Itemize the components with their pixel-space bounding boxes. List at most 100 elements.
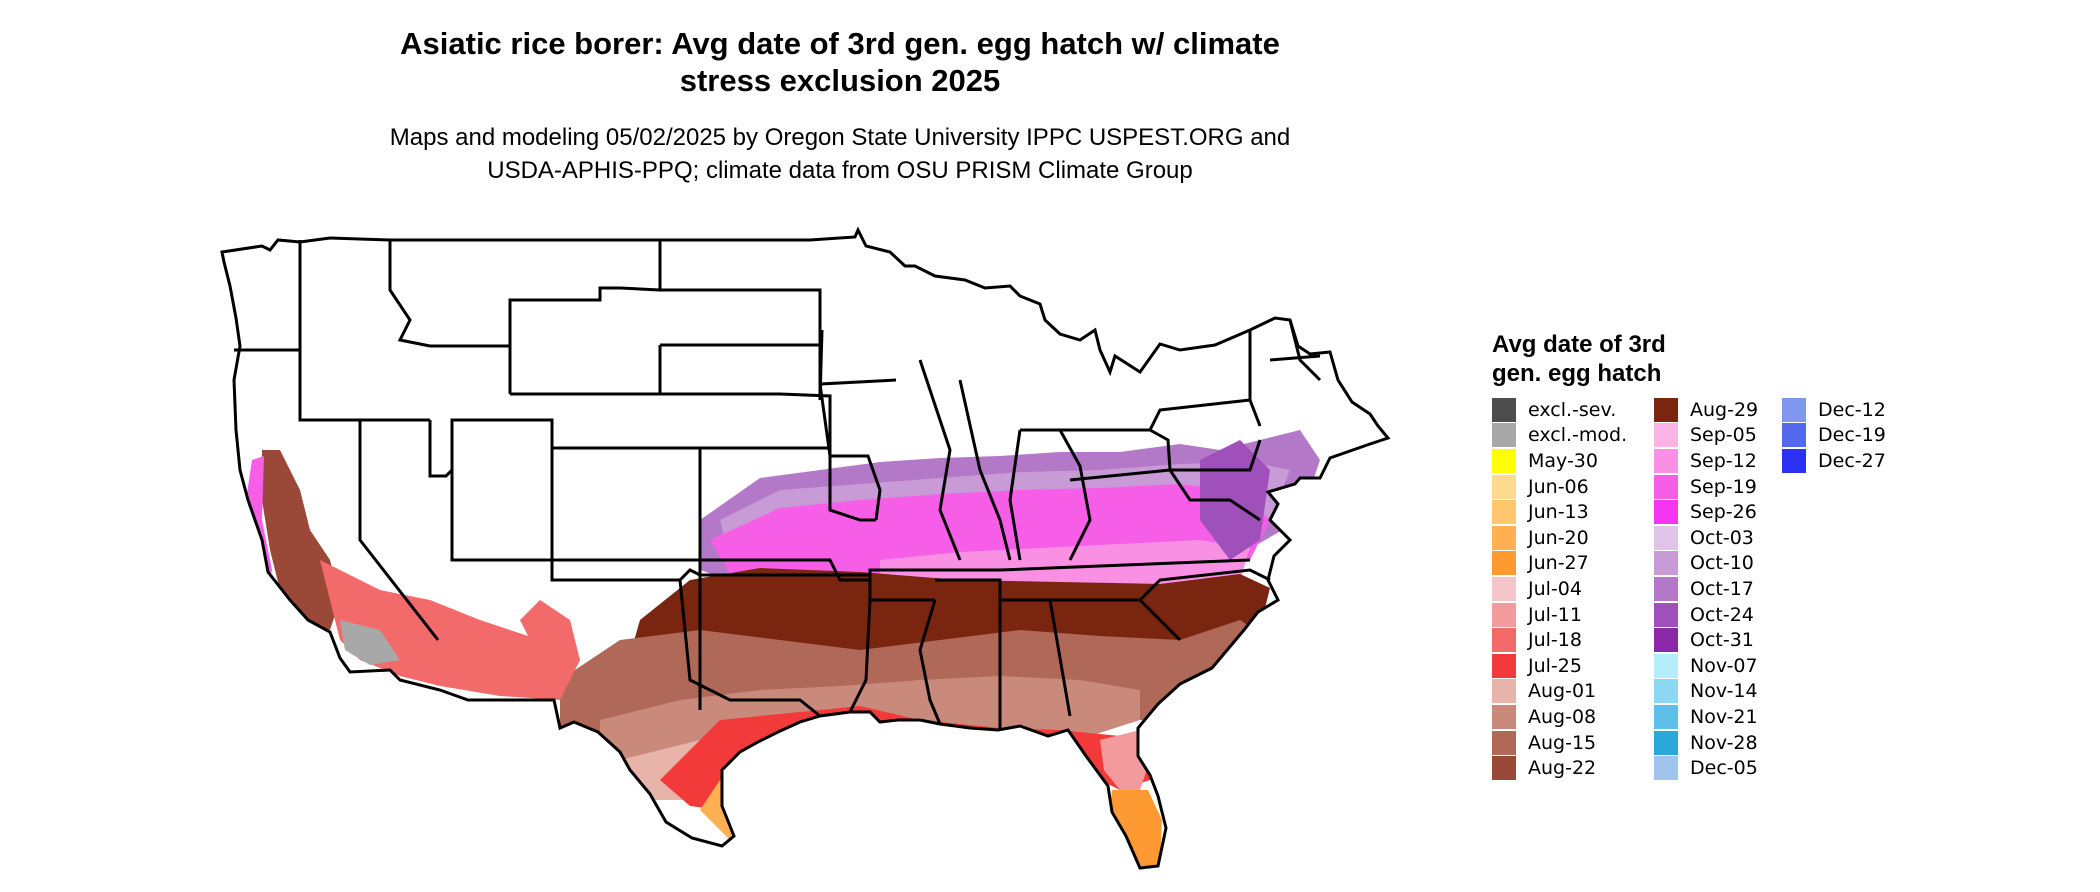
legend-swatch <box>1654 474 1678 499</box>
legend-swatch <box>1492 525 1516 550</box>
legend-title-line-2: gen. egg hatch <box>1492 360 1662 387</box>
legend-item: excl.-sev. <box>1492 397 1627 423</box>
legend-swatch <box>1654 704 1678 729</box>
legend-swatch <box>1492 628 1516 653</box>
legend-label: Oct-31 <box>1690 629 1754 652</box>
legend-label: Nov-07 <box>1690 654 1758 677</box>
legend-swatch <box>1654 756 1678 781</box>
legend-label: Jun-27 <box>1528 552 1589 575</box>
legend-swatch <box>1654 423 1678 448</box>
legend-swatch <box>1654 448 1678 473</box>
legend-item: Sep-12 <box>1654 448 1758 474</box>
legend-label: Jul-11 <box>1528 603 1582 626</box>
legend-item: Oct-24 <box>1654 602 1758 628</box>
map-title-line-1: Asiatic rice borer: Avg date of 3rd gen.… <box>400 26 1280 61</box>
legend-item: Jul-18 <box>1492 627 1627 653</box>
legend-title-line-1: Avg date of 3rd <box>1492 331 1666 358</box>
legend-swatch <box>1654 730 1678 755</box>
legend-label: Nov-28 <box>1690 731 1758 754</box>
legend-swatch <box>1782 397 1806 422</box>
legend-label: Nov-21 <box>1690 705 1758 728</box>
legend-label: Sep-12 <box>1690 449 1757 472</box>
legend-item: Aug-08 <box>1492 704 1627 730</box>
legend-item: Oct-03 <box>1654 525 1758 551</box>
legend-label: Oct-10 <box>1690 552 1754 575</box>
legend-item: Nov-21 <box>1654 704 1758 730</box>
legend-swatch <box>1654 628 1678 653</box>
zone-southwest <box>320 560 580 700</box>
legend-label: Jun-20 <box>1528 526 1589 549</box>
legend-label: Dec-19 <box>1818 424 1886 447</box>
legend-item: Dec-27 <box>1782 448 1886 474</box>
legend-item: Dec-19 <box>1782 423 1886 449</box>
legend-label: May-30 <box>1528 449 1598 472</box>
map-subtitle-line-2: USDA-APHIS-PPQ; climate data from OSU PR… <box>487 157 1193 184</box>
legend-item: Jul-25 <box>1492 653 1627 679</box>
legend-item: Sep-19 <box>1654 474 1758 500</box>
legend-swatch <box>1654 679 1678 704</box>
legend-item: Oct-17 <box>1654 576 1758 602</box>
legend-item: excl.-mod. <box>1492 423 1627 449</box>
legend-swatch <box>1654 397 1678 422</box>
legend-label: Sep-26 <box>1690 501 1757 524</box>
legend-label: Aug-15 <box>1528 731 1597 754</box>
legend-label: Dec-12 <box>1818 398 1886 421</box>
legend-swatch <box>1654 576 1678 601</box>
legend-label: Aug-01 <box>1528 680 1597 703</box>
legend-swatch <box>1654 551 1678 576</box>
legend-label: Jun-06 <box>1528 475 1589 498</box>
legend-item: Jun-06 <box>1492 474 1627 500</box>
legend-label: excl.-sev. <box>1528 398 1617 421</box>
legend-swatch <box>1654 602 1678 627</box>
legend-item: Sep-26 <box>1654 499 1758 525</box>
legend-swatch <box>1492 397 1516 422</box>
zone-aug-light <box>600 676 1140 786</box>
legend-swatch <box>1782 448 1806 473</box>
legend-item: Aug-22 <box>1492 755 1627 781</box>
legend-item: Jul-04 <box>1492 576 1627 602</box>
map-subtitle-line-1: Maps and modeling 05/02/2025 by Oregon S… <box>389 124 1291 151</box>
legend-swatch <box>1492 602 1516 627</box>
legend-item: Nov-28 <box>1654 730 1758 756</box>
legend-label: Jul-25 <box>1528 654 1582 677</box>
legend-swatch <box>1492 474 1516 499</box>
legend-column-3: Dec-12 Dec-19 Dec-27 <box>1782 397 1886 474</box>
legend-label: excl.-mod. <box>1528 424 1628 447</box>
legend-label: Jul-04 <box>1528 577 1582 600</box>
legend-swatch <box>1492 704 1516 729</box>
legend-item: Nov-14 <box>1654 679 1758 705</box>
legend-label: Oct-24 <box>1690 603 1754 626</box>
legend-label: Jul-18 <box>1528 629 1582 652</box>
legend-swatch <box>1654 525 1678 550</box>
legend-swatch <box>1492 576 1516 601</box>
legend-label: Nov-14 <box>1690 680 1758 703</box>
legend-label: Sep-05 <box>1690 424 1757 447</box>
legend-label: Sep-19 <box>1690 475 1757 498</box>
legend-item: May-30 <box>1492 448 1627 474</box>
state-borders <box>220 228 1390 870</box>
legend-item: Dec-12 <box>1782 397 1886 423</box>
legend-item: Jun-27 <box>1492 551 1627 577</box>
legend-column-1: excl.-sev. excl.-mod. May-30 Jun-06 Jun-13 Ju… <box>1492 397 1627 781</box>
legend-swatch <box>1654 653 1678 678</box>
legend-item: Jun-20 <box>1492 525 1627 551</box>
legend-label: Dec-27 <box>1818 449 1886 472</box>
legend-swatch <box>1492 756 1516 781</box>
legend-item: Oct-10 <box>1654 551 1758 577</box>
legend-swatch <box>1492 423 1516 448</box>
legend-item: Nov-07 <box>1654 653 1758 679</box>
legend-label: Aug-22 <box>1528 757 1597 780</box>
legend-label: Oct-03 <box>1690 526 1754 549</box>
legend-label: Jun-13 <box>1528 501 1589 524</box>
legend-item: Aug-01 <box>1492 679 1627 705</box>
zone-california <box>262 450 340 630</box>
legend-swatch <box>1492 653 1516 678</box>
legend-swatch <box>1654 500 1678 525</box>
us-map <box>210 220 1480 892</box>
legend-column-2: Aug-29 Sep-05 Sep-12 Sep-19 Sep-26 Oct-03 Oct-… <box>1654 397 1758 781</box>
legend-label: Dec-05 <box>1690 757 1758 780</box>
legend-label: Aug-08 <box>1528 705 1597 728</box>
legend-item: Dec-05 <box>1654 755 1758 781</box>
zone-rio <box>520 600 580 690</box>
legend-label: Oct-17 <box>1690 577 1754 600</box>
